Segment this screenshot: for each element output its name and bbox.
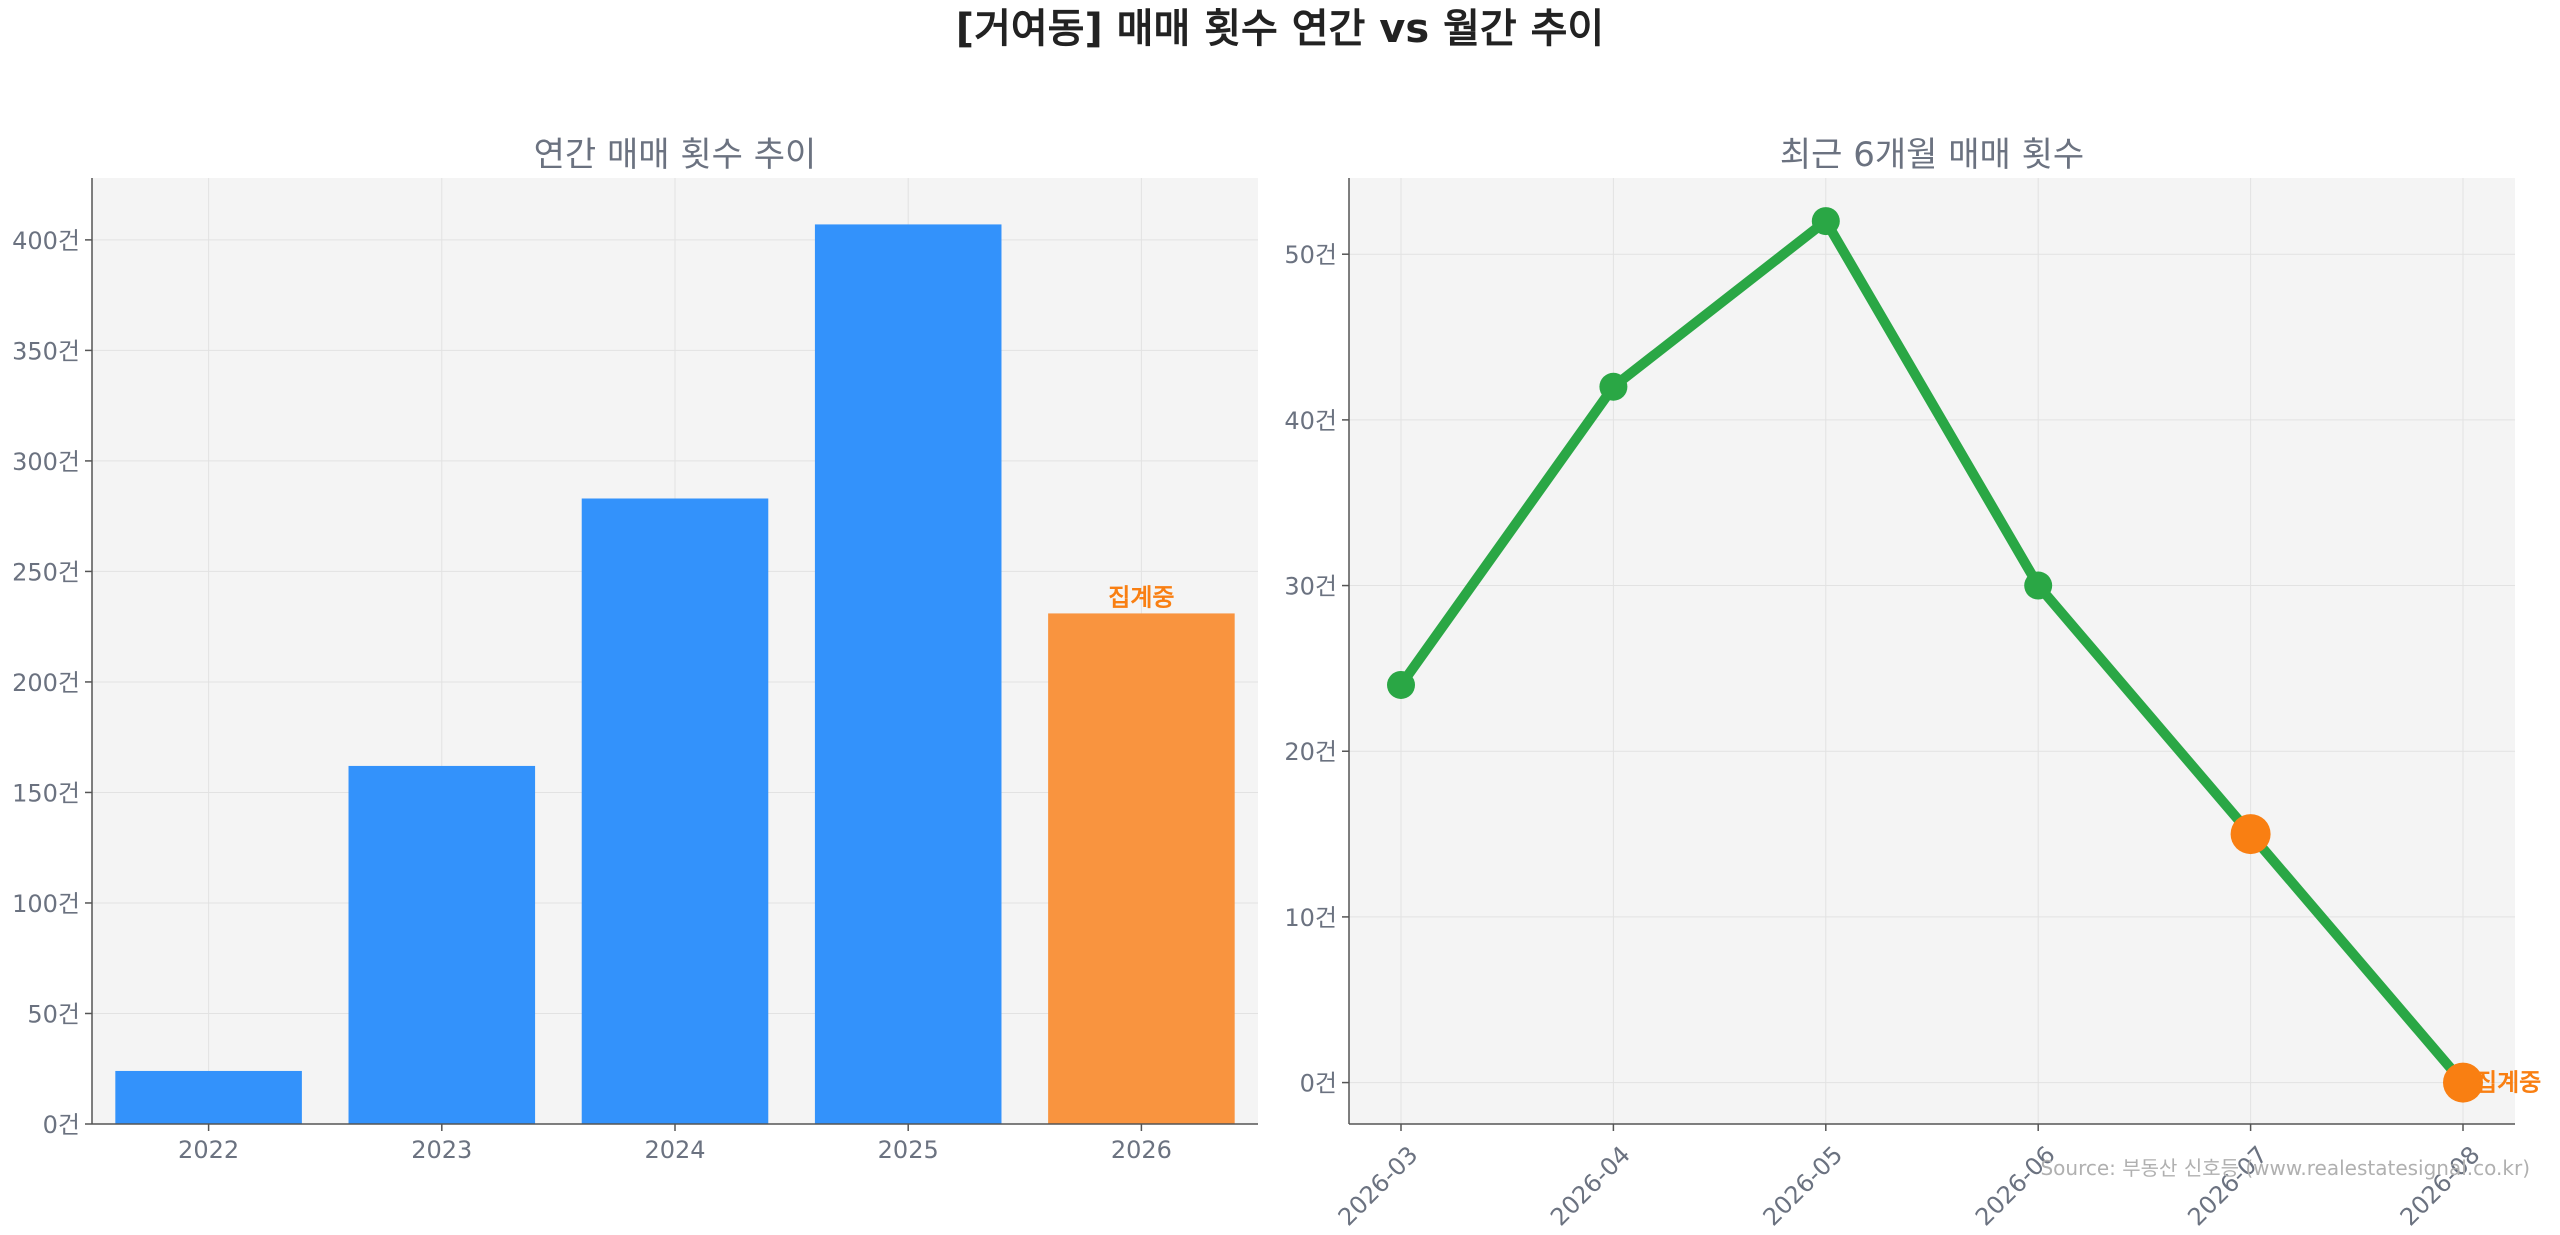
annual-bars bbox=[115, 224, 1235, 1124]
monthly-y-tick-label: 0건 bbox=[1300, 1070, 1337, 1098]
monthly-y-tick-label: 30건 bbox=[1284, 573, 1337, 601]
figure-title: [거여동] 매매 횟수 연간 vs 월간 추이 bbox=[956, 6, 1604, 52]
monthly-y-tick-label: 10건 bbox=[1284, 904, 1337, 932]
source-caption: Source: 부동산 신호등 (www.realestatesignal.co… bbox=[2040, 1156, 2530, 1180]
monthly-y-tick-label: 50건 bbox=[1284, 241, 1337, 269]
monthly-point-2026-03 bbox=[1387, 670, 1415, 699]
annual-bar-2024 bbox=[581, 498, 769, 1124]
monthly-plot-area bbox=[1349, 178, 2515, 1124]
monthly-in-progress-label: 집계중 bbox=[2475, 1069, 2541, 1097]
monthly-point-2026-05 bbox=[1811, 207, 1840, 236]
monthly-y-ticks: 0건 10건 20건 30건 40건 50건 bbox=[1284, 241, 1349, 1098]
annual-y-tick-label: 50건 bbox=[27, 1000, 80, 1028]
annual-y-tick-label: 350건 bbox=[12, 337, 80, 365]
monthly-x-tick-label: 2026-07 bbox=[2182, 1141, 2273, 1232]
annual-y-tick-label: 150건 bbox=[12, 779, 80, 807]
monthly-point-2026-07 bbox=[2230, 814, 2271, 855]
annual-y-tick-label: 250건 bbox=[12, 558, 80, 586]
annual-chart-title: 연간 매매 횟수 추이 bbox=[534, 135, 817, 175]
monthly-point-2026-04 bbox=[1599, 372, 1628, 401]
monthly-chart: 0건 10건 20건 30건 40건 50건 2026-03 2026-04 2026-05 2… bbox=[1284, 135, 2541, 1231]
annual-bar-2022 bbox=[115, 1070, 302, 1124]
annual-in-progress-label: 집계중 bbox=[1108, 583, 1174, 611]
monthly-point-2026-06 bbox=[2024, 571, 2053, 600]
monthly-chart-title: 최근 6개월 매매 횟수 bbox=[1780, 135, 2084, 175]
monthly-grid bbox=[1349, 178, 2515, 1124]
annual-bar-2023 bbox=[348, 765, 536, 1124]
monthly-x-tick-label: 2026-05 bbox=[1758, 1141, 1849, 1232]
monthly-x-tick-label: 2026-04 bbox=[1545, 1141, 1636, 1232]
monthly-series bbox=[1387, 207, 2483, 1103]
monthly-point-2026-08 bbox=[2443, 1062, 2483, 1103]
monthly-x-tick-label: 2026-06 bbox=[1970, 1141, 2061, 1232]
annual-x-tick-label: 2024 bbox=[644, 1136, 705, 1164]
annual-y-ticks: 0건 50건 100건 150건 200건 250건 300건 350건 400건 bbox=[12, 227, 92, 1139]
annual-y-tick-label: 300건 bbox=[12, 448, 80, 476]
monthly-x-tick-label: 2026-03 bbox=[1333, 1141, 1424, 1232]
annual-x-tick-label: 2022 bbox=[178, 1136, 239, 1164]
monthly-x-tick-label: 2026-08 bbox=[2395, 1141, 2486, 1232]
annual-x-ticks: 2022 2023 2024 2025 2026 bbox=[178, 1124, 1172, 1164]
annual-x-tick-label: 2023 bbox=[411, 1136, 472, 1164]
annual-y-tick-label: 100건 bbox=[12, 890, 80, 918]
annual-y-tick-label: 400건 bbox=[12, 227, 80, 255]
annual-x-tick-label: 2025 bbox=[878, 1136, 939, 1164]
annual-y-tick-label: 200건 bbox=[12, 669, 80, 697]
monthly-y-tick-label: 40건 bbox=[1284, 407, 1337, 435]
annual-x-tick-label: 2026 bbox=[1111, 1136, 1172, 1164]
annual-y-tick-label: 0건 bbox=[43, 1111, 80, 1139]
monthly-y-tick-label: 20건 bbox=[1284, 738, 1337, 766]
annual-bar-2025 bbox=[814, 224, 1002, 1124]
monthly-trend-line bbox=[1396, 216, 2468, 1088]
annual-bar-2026 bbox=[1048, 613, 1235, 1124]
